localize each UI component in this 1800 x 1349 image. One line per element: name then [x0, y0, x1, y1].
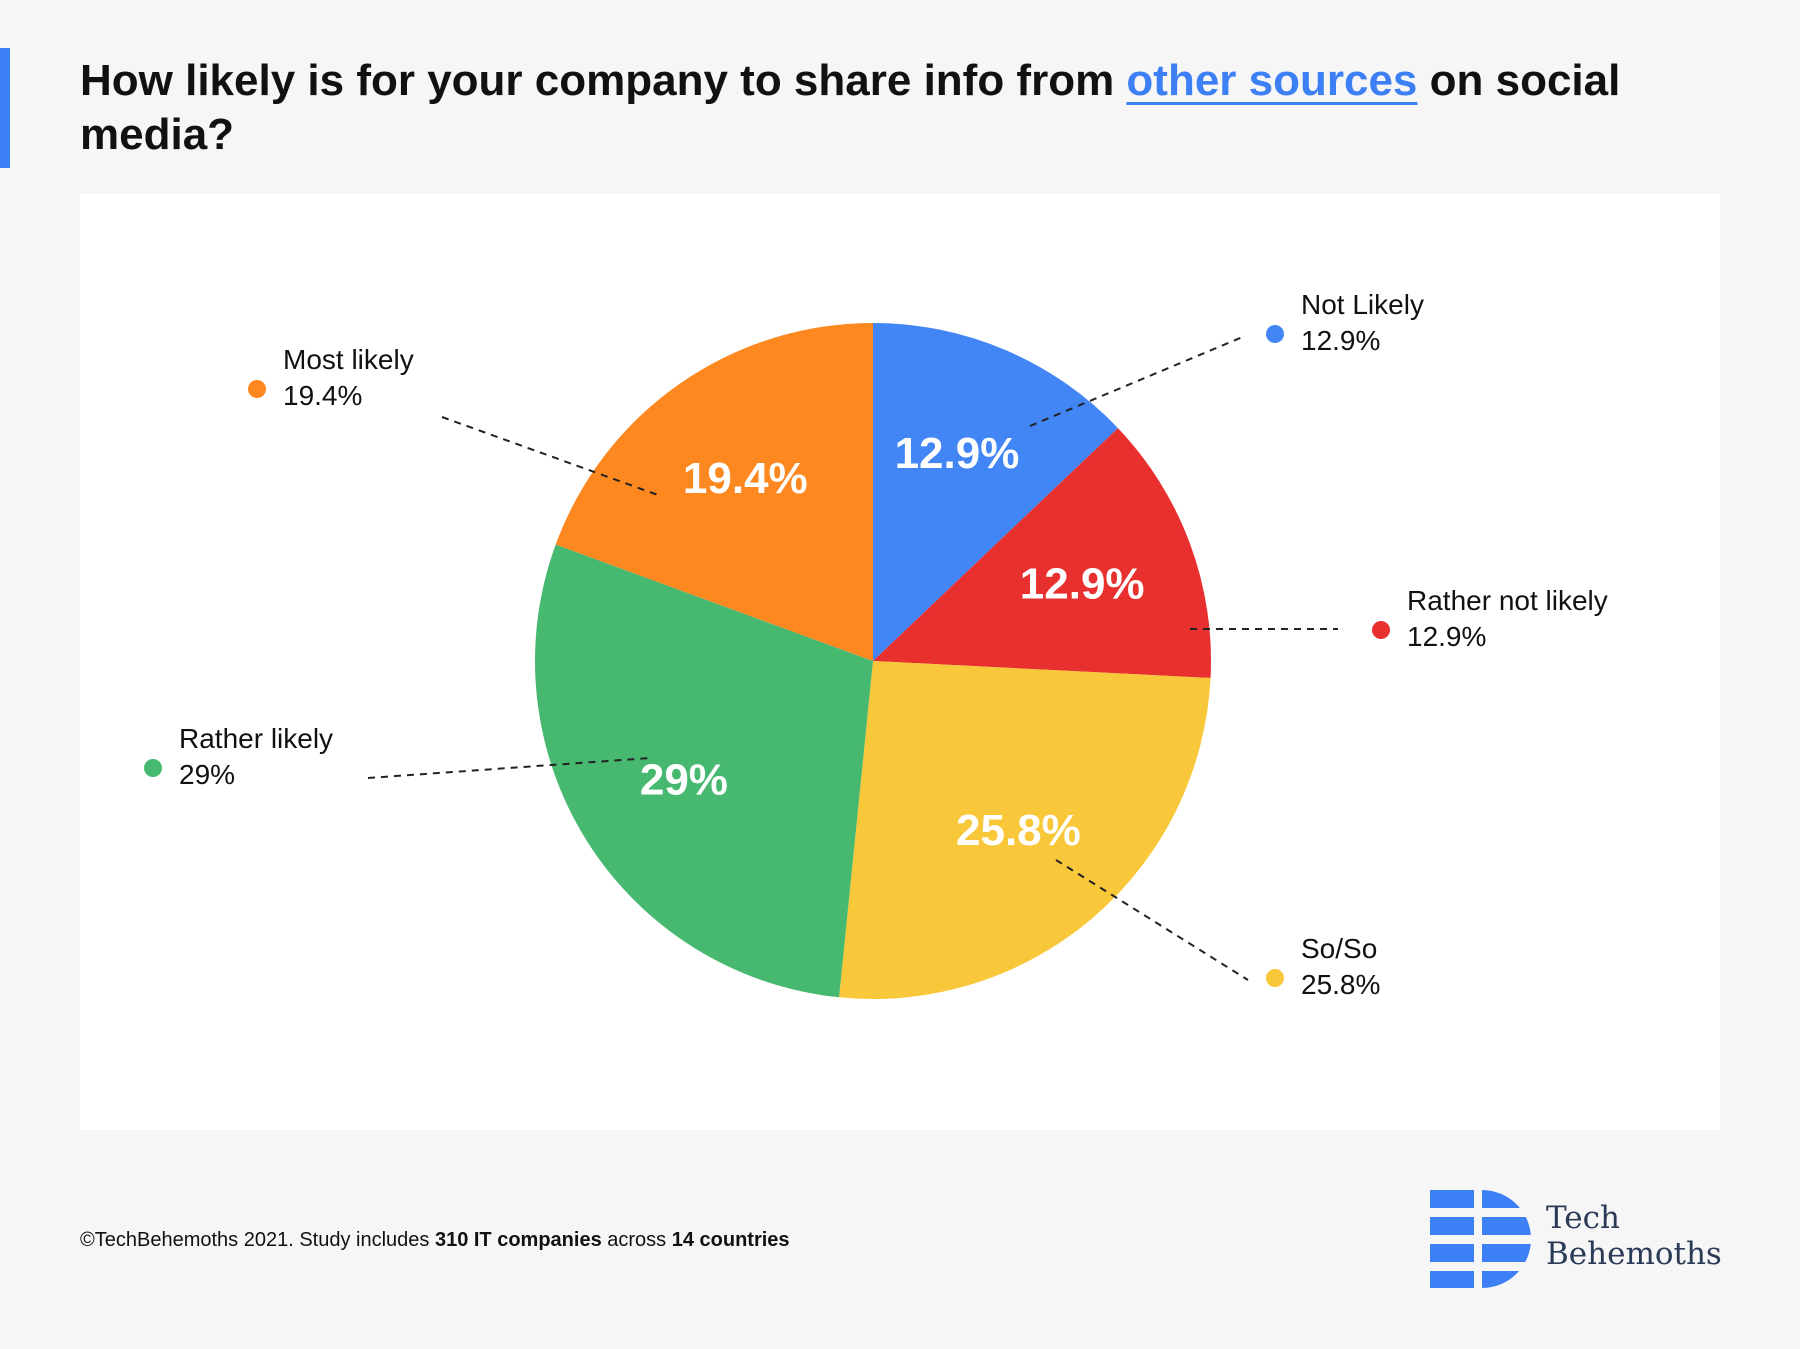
pie-slice-so-so — [839, 661, 1211, 1000]
footer-copyright: ©TechBehemoths 2021. Study includes — [80, 1229, 435, 1251]
pie-slice-rather-likely — [535, 544, 873, 998]
callout-value-so-so: 25.8% — [1301, 969, 1380, 1000]
slice-value-label-rather-likely: 29% — [640, 755, 728, 804]
title-accent-bar — [0, 48, 10, 168]
logo-line-1: Tech — [1546, 1200, 1620, 1236]
chart-title: How likely is for your company to share … — [80, 54, 1680, 162]
pie-slice-rather-not-likely — [873, 428, 1211, 678]
legend-dot-rather-likely — [144, 759, 162, 777]
techbehemoths-logo-icon — [1428, 1188, 1532, 1290]
callout-label-most-likely: Most likely — [283, 344, 414, 375]
callout-label-rather-likely: Rather likely — [179, 723, 333, 754]
footer-companies: 310 IT companies — [434, 1229, 602, 1251]
callout-value-most-likely: 19.4% — [283, 380, 362, 411]
pie-chart: 12.9% Not Likely 12.9% 12.9% Rather not like… — [144, 289, 1608, 1000]
title-text-before: How likely is for your company to share … — [80, 56, 1127, 105]
legend-dot-most-likely — [248, 380, 266, 398]
title-text-after: on social media? — [80, 56, 1621, 159]
callout-label-rather-not-likely: Rather not likely — [1407, 585, 1608, 616]
pie-slice-not-likely — [873, 323, 1118, 661]
callout-label-so-so: So/So — [1301, 933, 1377, 964]
logo-line-2: Behemoths — [1546, 1236, 1722, 1272]
callout-value-not-likely: 12.9% — [1301, 325, 1380, 356]
leader-line-rather-likely — [367, 757, 651, 779]
leader-line-so-so — [1055, 859, 1249, 981]
legend-dot-so-so — [1266, 969, 1284, 987]
chart-panel: 12.9% Not Likely 12.9% 12.9% Rather not like… — [80, 194, 1720, 1130]
slice-value-label-so-so: 25.8% — [956, 806, 1081, 855]
callout-value-rather-likely: 29% — [179, 759, 235, 790]
title-highlight-link[interactable]: other sources — [1126, 56, 1418, 105]
legend-dot-rather-not-likely — [1372, 621, 1390, 639]
callout-value-rather-not-likely: 12.9% — [1407, 621, 1486, 652]
pie-slice-most-likely — [555, 323, 873, 661]
footer-across: across — [601, 1229, 672, 1251]
footer-countries: 14 countries — [671, 1229, 790, 1251]
logo-wordmark: Tech Behemoths — [1546, 1200, 1722, 1272]
slice-value-label-most-likely: 19.4% — [683, 454, 808, 503]
footer-note: ©TechBehemoths 2021. Study includes 310 … — [80, 1229, 790, 1252]
callout-label-not-likely: Not Likely — [1301, 289, 1424, 320]
slice-value-label-rather-not-likely: 12.9% — [1020, 559, 1145, 608]
slice-value-label-not-likely: 12.9% — [895, 429, 1020, 478]
legend-dot-not-likely — [1266, 325, 1284, 343]
